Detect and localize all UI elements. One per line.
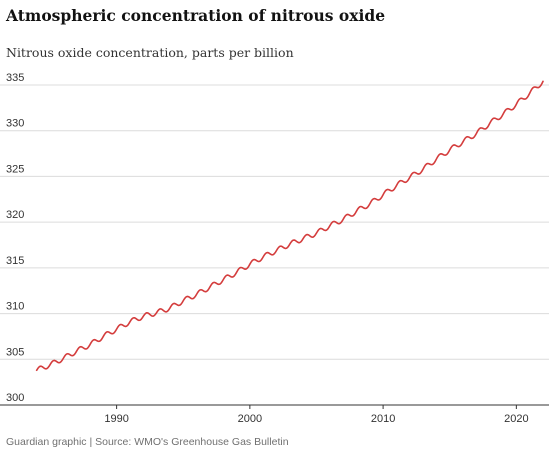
x-tick-label: 1990 [104, 413, 128, 425]
y-tick-label: 335 [6, 72, 24, 84]
gridlines [0, 84, 549, 406]
y-axis: 300 305 310 315 320 325 330 335 [6, 72, 24, 404]
y-tick-label: 330 [6, 118, 24, 130]
y-tick-label: 325 [6, 163, 24, 175]
series-group [35, 80, 544, 372]
y-tick-label: 300 [6, 392, 24, 404]
x-tick-label: 2000 [238, 413, 262, 425]
chart-title: Atmospheric concentration of nitrous oxi… [6, 6, 386, 25]
x-tick-label: 2010 [371, 413, 395, 425]
x-axis: 1990 2000 2010 2020 [104, 405, 529, 425]
source-note: Guardian graphic | Source: WMO's Greenho… [6, 436, 289, 448]
y-tick-label: 320 [6, 209, 24, 221]
x-tick-label: 2020 [504, 413, 528, 425]
y-tick-label: 305 [6, 346, 24, 358]
series-line [35, 80, 544, 372]
y-tick-label: 315 [6, 255, 24, 267]
y-tick-label: 310 [6, 301, 24, 313]
chart-subtitle: Nitrous oxide concentration, parts per b… [6, 45, 294, 60]
line-chart: 300 305 310 315 320 325 330 335 1990 2000 2010 202… [0, 72, 549, 425]
